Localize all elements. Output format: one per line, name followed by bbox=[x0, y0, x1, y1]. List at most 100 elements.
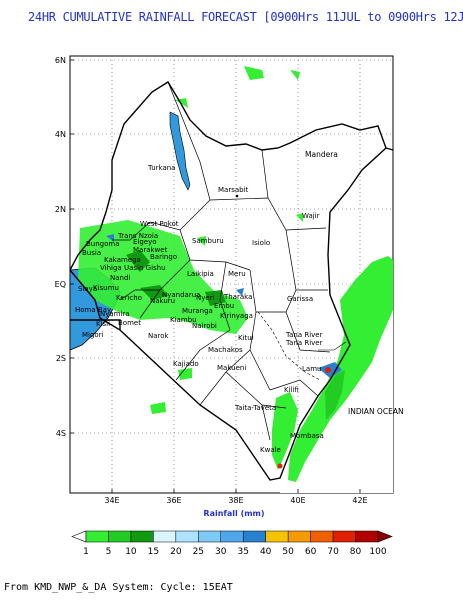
label-samburu: Samburu bbox=[192, 237, 224, 245]
label-embu: Embu bbox=[214, 302, 234, 310]
label-nairobi: Nairobi bbox=[192, 322, 217, 330]
label-nyeri: Nyeri bbox=[196, 294, 215, 302]
label-kajiado: Kajiado bbox=[173, 360, 199, 368]
label-bomet: Bomet bbox=[118, 319, 141, 327]
legend-label: 25 bbox=[193, 547, 204, 557]
lat-tick-2n: 2N bbox=[55, 205, 66, 214]
lon-tick-42e: 42E bbox=[352, 496, 367, 505]
label-tharaka: Tharaka bbox=[223, 293, 252, 301]
tana-river bbox=[257, 311, 321, 381]
label-marakwet: Marakwet bbox=[133, 246, 168, 254]
label-mombasa: Mombasa bbox=[290, 432, 324, 440]
label-uasin-gishu: Uasin Gishu bbox=[124, 264, 166, 272]
label-nandi: Nandi bbox=[110, 274, 130, 282]
legend-label: 40 bbox=[260, 547, 272, 557]
label-machakos: Machakos bbox=[208, 346, 243, 354]
lat-tick-labels: 6N 4N 2N EQ 2S 4S bbox=[55, 56, 66, 438]
legend-swatch bbox=[198, 530, 222, 543]
label-nyandarua: Nyandarua bbox=[162, 291, 200, 299]
legend-label: 5 bbox=[106, 547, 112, 557]
legend-label: 50 bbox=[282, 547, 294, 557]
legend-swatch bbox=[265, 530, 289, 543]
label-garissa: Garissa bbox=[287, 295, 313, 303]
legend-under-triangle bbox=[71, 530, 87, 543]
legend-label: 35 bbox=[238, 547, 249, 557]
label-laikipia: Laikipia bbox=[187, 270, 214, 278]
legend-label: 60 bbox=[305, 547, 317, 557]
legend-swatch bbox=[220, 530, 244, 543]
legend-swatch bbox=[332, 530, 356, 543]
label-tana-river-2: Tana River bbox=[285, 339, 323, 347]
lat-tick-4s: 4S bbox=[56, 429, 66, 438]
legend-swatch bbox=[175, 530, 199, 543]
label-lamu: Lamu bbox=[302, 365, 321, 373]
label-indian-ocean: INDIAN OCEAN bbox=[348, 407, 404, 416]
lon-tick-36e: 36E bbox=[166, 496, 181, 505]
label-vihiga: Vihiga bbox=[100, 264, 122, 272]
label-migori: Migori bbox=[82, 331, 104, 339]
legend-swatch bbox=[85, 530, 109, 543]
label-bungoma: Bungoma bbox=[86, 240, 120, 248]
label-homa-bay: Homa Bay bbox=[75, 306, 111, 314]
label-kwale: Kwale bbox=[260, 446, 281, 454]
lon-tick-40e: 40E bbox=[290, 496, 305, 505]
legend-swatch bbox=[108, 530, 132, 543]
legend-label: 10 bbox=[125, 547, 137, 557]
label-kilifi: Kilifi bbox=[284, 386, 299, 394]
label-mandera: Mandera bbox=[305, 150, 338, 159]
legend-swatch bbox=[310, 530, 334, 543]
lake-turkana bbox=[169, 111, 191, 191]
label-turkana: Turkana bbox=[147, 164, 175, 172]
label-kakamega: Kakamega bbox=[104, 256, 141, 264]
label-elgeyo: Elgeyo bbox=[133, 238, 157, 246]
place-labels: Mandera Turkana Marsabit Wajir West Poko… bbox=[75, 150, 404, 454]
rainfall-legend: 1 5 10 15 20 25 30 35 40 50 60 70 80 100 bbox=[71, 530, 393, 557]
label-nakuru: Nakuru bbox=[150, 297, 175, 305]
label-isiolo: Isiolo bbox=[252, 239, 270, 247]
label-kisii: Kisii bbox=[96, 320, 110, 328]
label-meru: Meru bbox=[228, 270, 246, 278]
lon-tick-labels: 34E 36E 38E 40E 42E bbox=[104, 496, 367, 505]
lat-tick-6n: 6N bbox=[55, 56, 66, 65]
uganda-border bbox=[70, 319, 121, 330]
label-marsabit: Marsabit bbox=[218, 186, 249, 194]
label-busia: Busia bbox=[82, 249, 101, 257]
rainfall-axis-label: Rainfall (mm) bbox=[203, 509, 264, 518]
somalia-border bbox=[385, 147, 394, 151]
lat-tick-eq: EQ bbox=[55, 280, 66, 289]
lon-tick-34e: 34E bbox=[104, 496, 119, 505]
label-nyamira: Nyamira bbox=[100, 310, 130, 318]
label-kitui: Kitui bbox=[238, 334, 254, 342]
legend-label: 30 bbox=[215, 547, 227, 557]
very-heavy-rain-cells bbox=[277, 367, 331, 469]
legend-swatch bbox=[287, 530, 311, 543]
legend-label: 15 bbox=[148, 547, 159, 557]
label-muranga: Muranga bbox=[182, 307, 213, 315]
legend-label: 1 bbox=[83, 547, 89, 557]
label-narok: Narok bbox=[148, 332, 170, 340]
source-footer: From KMD_NWP_&_DA System: Cycle: 15EAT bbox=[4, 582, 233, 593]
label-trans-nzoia: Trans Nzoia bbox=[117, 232, 158, 240]
kenya-border bbox=[69, 81, 387, 481]
dot-marsabit bbox=[235, 194, 239, 198]
label-taita-taveta: Taita-Taveta bbox=[234, 404, 276, 412]
label-kiambu: Kiambu bbox=[170, 316, 197, 324]
legend-label: 20 bbox=[170, 547, 182, 557]
legend-swatch bbox=[242, 530, 266, 543]
legend-label: 100 bbox=[369, 547, 386, 557]
label-siaya: Siaya bbox=[78, 285, 97, 293]
label-makueni: Makueni bbox=[217, 364, 246, 372]
label-wajir: Wajir bbox=[302, 212, 320, 220]
legend-swatch bbox=[153, 530, 177, 543]
legend-over-triangle bbox=[377, 530, 393, 543]
coastline-detail bbox=[318, 341, 347, 351]
county-boundaries bbox=[112, 81, 331, 441]
label-kisumu: Kisumu bbox=[93, 284, 119, 292]
lat-tick-2s: 2S bbox=[56, 354, 66, 363]
lon-tick-38e: 38E bbox=[228, 496, 243, 505]
map-title: 24HR CUMULATIVE RAINFALL FORECAST [0900H… bbox=[28, 10, 463, 24]
tick-marks bbox=[70, 59, 361, 493]
legend-label: 70 bbox=[327, 547, 339, 557]
legend-swatch bbox=[355, 530, 379, 543]
